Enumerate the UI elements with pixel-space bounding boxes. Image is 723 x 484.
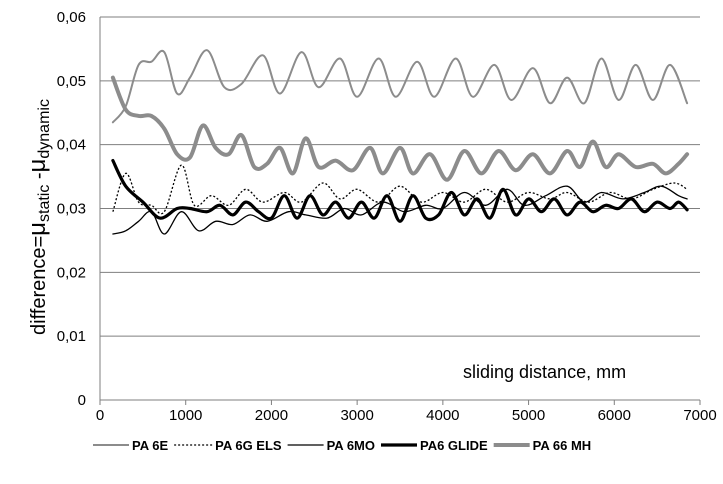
series-line-pa-6e <box>111 49 689 124</box>
y-tick-label: 0,02 <box>57 264 86 281</box>
legend-item-pa-6e: PA 6E <box>93 438 168 453</box>
x-tick-label: 7000 <box>683 407 716 424</box>
x-tick-label: 2000 <box>255 407 288 424</box>
y-label-mu: μ <box>24 159 51 173</box>
x-tick-label: 5000 <box>512 407 545 424</box>
x-tick-label: 4000 <box>426 407 459 424</box>
legend-label-pa6-glide: PA6 GLIDE <box>420 438 488 453</box>
x-tick-label: 6000 <box>598 407 631 424</box>
x-axis-annotation: sliding distance, mm <box>463 362 626 382</box>
legend-label-pa-6g-els: PA 6G ELS <box>215 438 282 453</box>
x-tick-label: 1000 <box>169 407 202 424</box>
series-line-pa-6g-els <box>112 164 688 215</box>
y-tick-label: 0,04 <box>57 137 86 154</box>
y-tick-label: 0 <box>78 392 86 409</box>
y-tick-label: 0,01 <box>57 328 86 345</box>
y-tick-label: 0,05 <box>57 73 86 90</box>
legend-label-pa-6e: PA 6E <box>132 438 168 453</box>
series-line-pa6-glide <box>111 159 689 223</box>
legend-item-pa-6g-els: PA 6G ELS <box>174 438 282 453</box>
axes <box>99 17 701 405</box>
legend: PA 6E PA 6G ELS PA 6MO PA6 GLIDE PA 66 MH <box>93 438 591 453</box>
tick-labels: 0 0,01 0,02 0,03 0,04 0,05 0,06 0 1000 2000 3000 40… <box>57 9 717 424</box>
legend-label-pa-66-mh: PA 66 MH <box>533 438 592 453</box>
y-label-prefix: difference= <box>28 236 50 335</box>
legend-item-pa-6mo: PA 6MO <box>287 438 375 453</box>
series-line-pa-66-mh <box>110 75 690 182</box>
x-tick-label: 0 <box>96 407 104 424</box>
gridlines <box>100 16 700 337</box>
series-lines <box>110 49 690 235</box>
y-label-minus: - <box>28 172 50 184</box>
y-label-sub-dynamic: dynamic <box>36 99 53 159</box>
y-tick-label: 0,06 <box>57 9 86 26</box>
legend-item-pa6-glide: PA6 GLIDE <box>381 438 488 453</box>
x-tick-label: 3000 <box>340 407 373 424</box>
legend-item-pa-66-mh: PA 66 MH <box>493 438 592 453</box>
y-label-sub-static: static <box>36 185 53 222</box>
y-axis-label: difference=μstatic -μdynamic <box>24 99 53 335</box>
y-tick-label: 0,03 <box>57 201 86 218</box>
y-label-mu: μ <box>24 222 51 236</box>
legend-label-pa-6mo: PA 6MO <box>327 438 375 453</box>
